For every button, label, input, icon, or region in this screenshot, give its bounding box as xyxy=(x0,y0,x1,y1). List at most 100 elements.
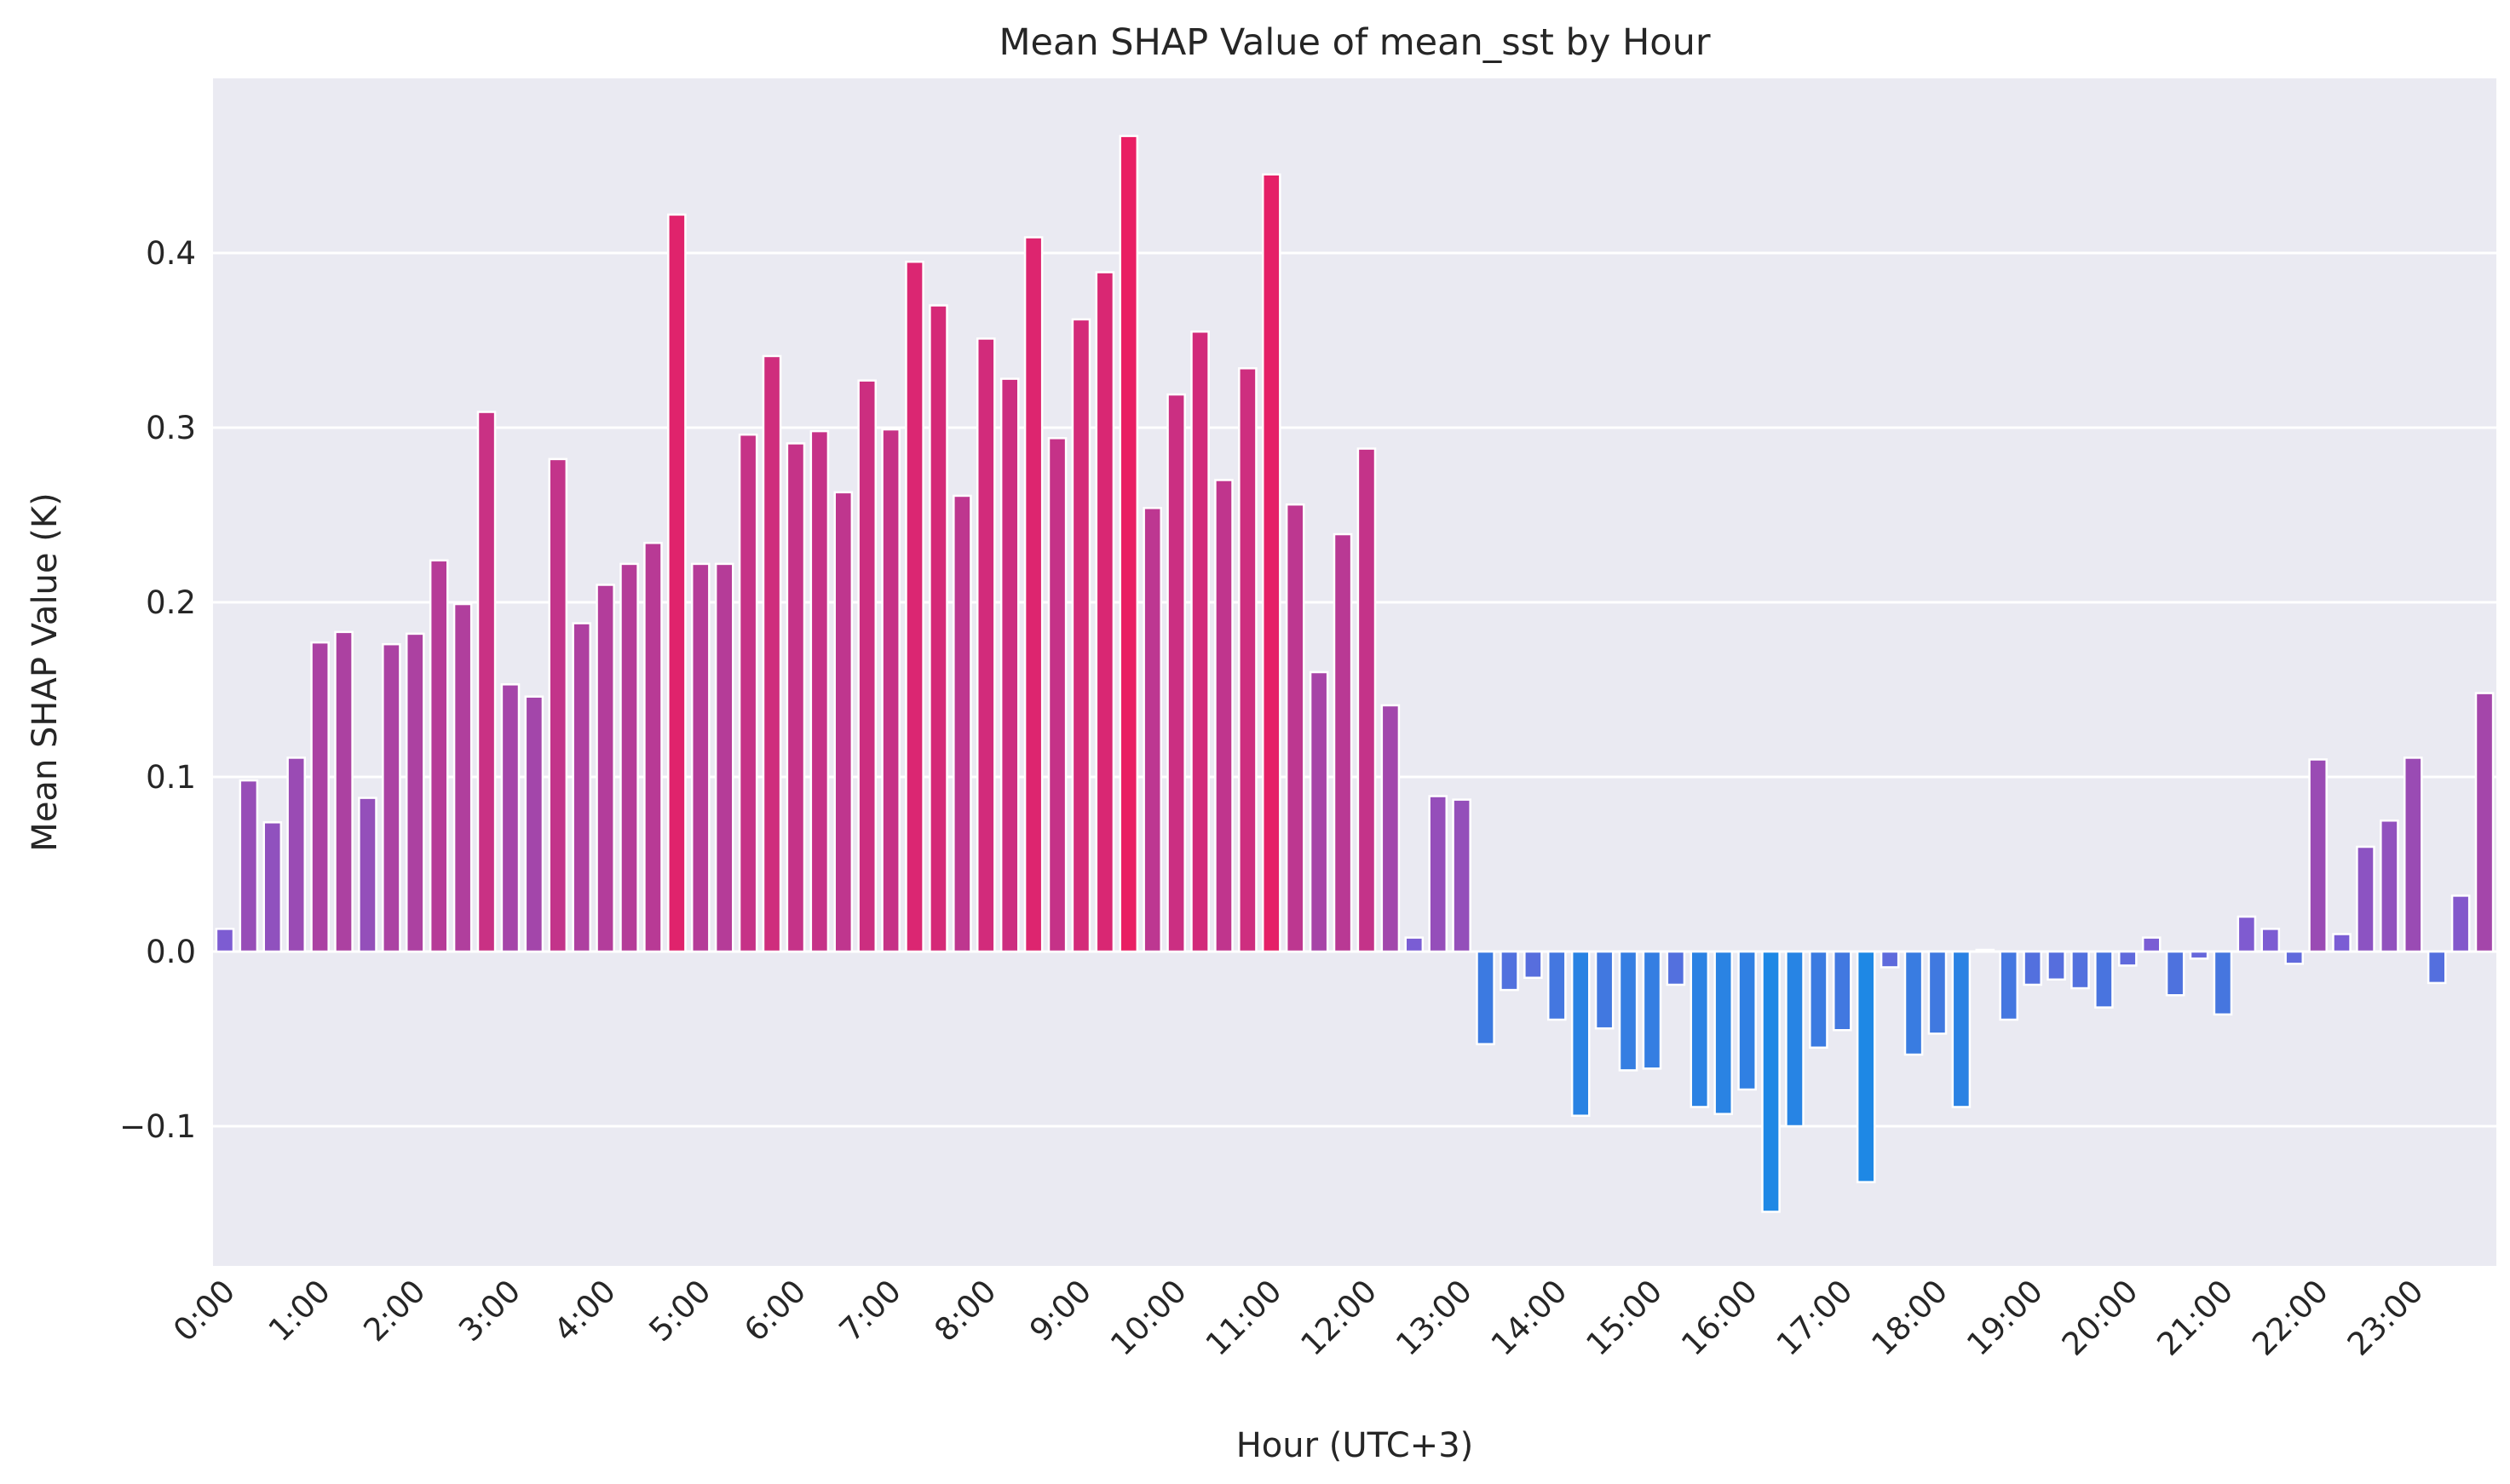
bar xyxy=(2474,692,2495,953)
bar xyxy=(452,602,473,953)
bar xyxy=(2403,756,2423,953)
bar xyxy=(2213,950,2233,1016)
x-tick-label: 23:00 xyxy=(2340,1273,2431,1363)
bar xyxy=(1261,173,1281,953)
bar xyxy=(1951,950,1972,1108)
bar xyxy=(1523,950,1543,979)
bar xyxy=(1238,367,1258,953)
x-tick-label: 15:00 xyxy=(1580,1273,1670,1363)
bar xyxy=(1428,795,1448,953)
bar xyxy=(1880,950,1900,969)
chart-title: Mean SHAP Value of mean_sst by Hour xyxy=(999,21,1710,64)
bar xyxy=(1356,447,1377,953)
bar xyxy=(833,491,854,953)
bar xyxy=(1785,950,1805,1128)
y-tick-label: 0.3 xyxy=(146,410,196,446)
bar xyxy=(334,630,354,953)
bar xyxy=(667,213,687,953)
bar xyxy=(1023,236,1044,953)
bar xyxy=(548,457,568,953)
bar xyxy=(1546,950,1567,1021)
x-tick-label: 5:00 xyxy=(642,1273,717,1349)
x-axis-ticks: 0:00 1:00 2:00 3:00 4:00 5:00 6:00 7:00 8:00 9:00… xyxy=(166,1273,2430,1363)
bar xyxy=(572,622,592,953)
bar xyxy=(382,642,401,953)
bar xyxy=(2427,950,2447,985)
x-tick-label: 9:00 xyxy=(1022,1273,1098,1349)
x-tick-label: 19:00 xyxy=(1960,1273,2050,1363)
plot-background xyxy=(213,78,2496,1266)
bar xyxy=(500,683,521,953)
bar xyxy=(1927,950,1948,1035)
x-tick-label: 21:00 xyxy=(2150,1273,2241,1363)
bar xyxy=(286,756,307,953)
bar xyxy=(1642,950,1662,1070)
y-tick-label: 0.1 xyxy=(146,759,196,796)
x-tick-label: 22:00 xyxy=(2245,1273,2335,1363)
bar xyxy=(1500,950,1519,992)
bar xyxy=(1761,950,1781,1213)
bar xyxy=(2284,950,2305,965)
bar xyxy=(714,562,734,953)
bar xyxy=(1333,532,1353,953)
bar xyxy=(524,695,544,953)
x-tick-label: 12:00 xyxy=(1294,1273,1385,1363)
bar xyxy=(2023,950,2042,986)
bar xyxy=(1119,135,1139,953)
bar xyxy=(310,641,330,953)
x-tick-label: 14:00 xyxy=(1484,1273,1575,1363)
bar xyxy=(2260,928,2281,953)
bar xyxy=(1856,950,1876,1183)
bar xyxy=(262,821,283,953)
bar xyxy=(786,442,806,953)
y-axis-ticks: −0.1 0.0 0.1 0.2 0.3 0.4 xyxy=(119,235,196,1145)
x-tick-label: 2:00 xyxy=(356,1273,432,1349)
bar xyxy=(1285,503,1305,953)
bar xyxy=(1190,331,1210,953)
bar xyxy=(2189,950,2209,960)
x-tick-label: 18:00 xyxy=(1865,1273,1955,1363)
bar xyxy=(762,354,782,953)
bar xyxy=(1975,948,1995,953)
bar xyxy=(1071,318,1091,953)
bar xyxy=(2141,936,2162,953)
bar xyxy=(1666,950,1686,986)
y-tick-label: 0.0 xyxy=(146,934,196,970)
bar xyxy=(929,304,948,953)
y-tick-label: 0.2 xyxy=(146,584,196,621)
bar xyxy=(881,428,901,953)
bar xyxy=(738,433,758,953)
bar xyxy=(1618,950,1638,1072)
bar xyxy=(976,337,996,953)
bar xyxy=(1166,393,1186,953)
x-tick-label: 8:00 xyxy=(927,1273,1003,1349)
x-tick-label: 6:00 xyxy=(737,1273,813,1349)
bar xyxy=(1214,479,1234,953)
bar xyxy=(2308,758,2328,953)
x-tick-label: 4:00 xyxy=(547,1273,623,1349)
bar xyxy=(857,379,878,953)
bar xyxy=(1713,950,1734,1115)
bar xyxy=(429,559,449,953)
bar xyxy=(405,632,425,953)
bar xyxy=(1903,950,1924,1056)
y-axis-label: Mean SHAP Value (K) xyxy=(26,492,65,851)
x-tick-label: 7:00 xyxy=(832,1273,908,1349)
grid-lines xyxy=(213,251,2496,1128)
bar xyxy=(690,562,711,953)
bar xyxy=(596,584,615,953)
bar xyxy=(2332,933,2352,953)
bar xyxy=(1594,950,1615,1030)
bar xyxy=(1737,950,1757,1091)
bar xyxy=(1380,704,1401,953)
bar xyxy=(2117,950,2138,967)
bar xyxy=(809,429,830,953)
x-tick-label: 20:00 xyxy=(2055,1273,2145,1363)
bar xyxy=(476,411,497,953)
bar xyxy=(1570,950,1591,1117)
bar xyxy=(1690,950,1710,1108)
bar xyxy=(619,562,639,953)
bar xyxy=(215,928,235,953)
bar xyxy=(1999,950,2019,1021)
